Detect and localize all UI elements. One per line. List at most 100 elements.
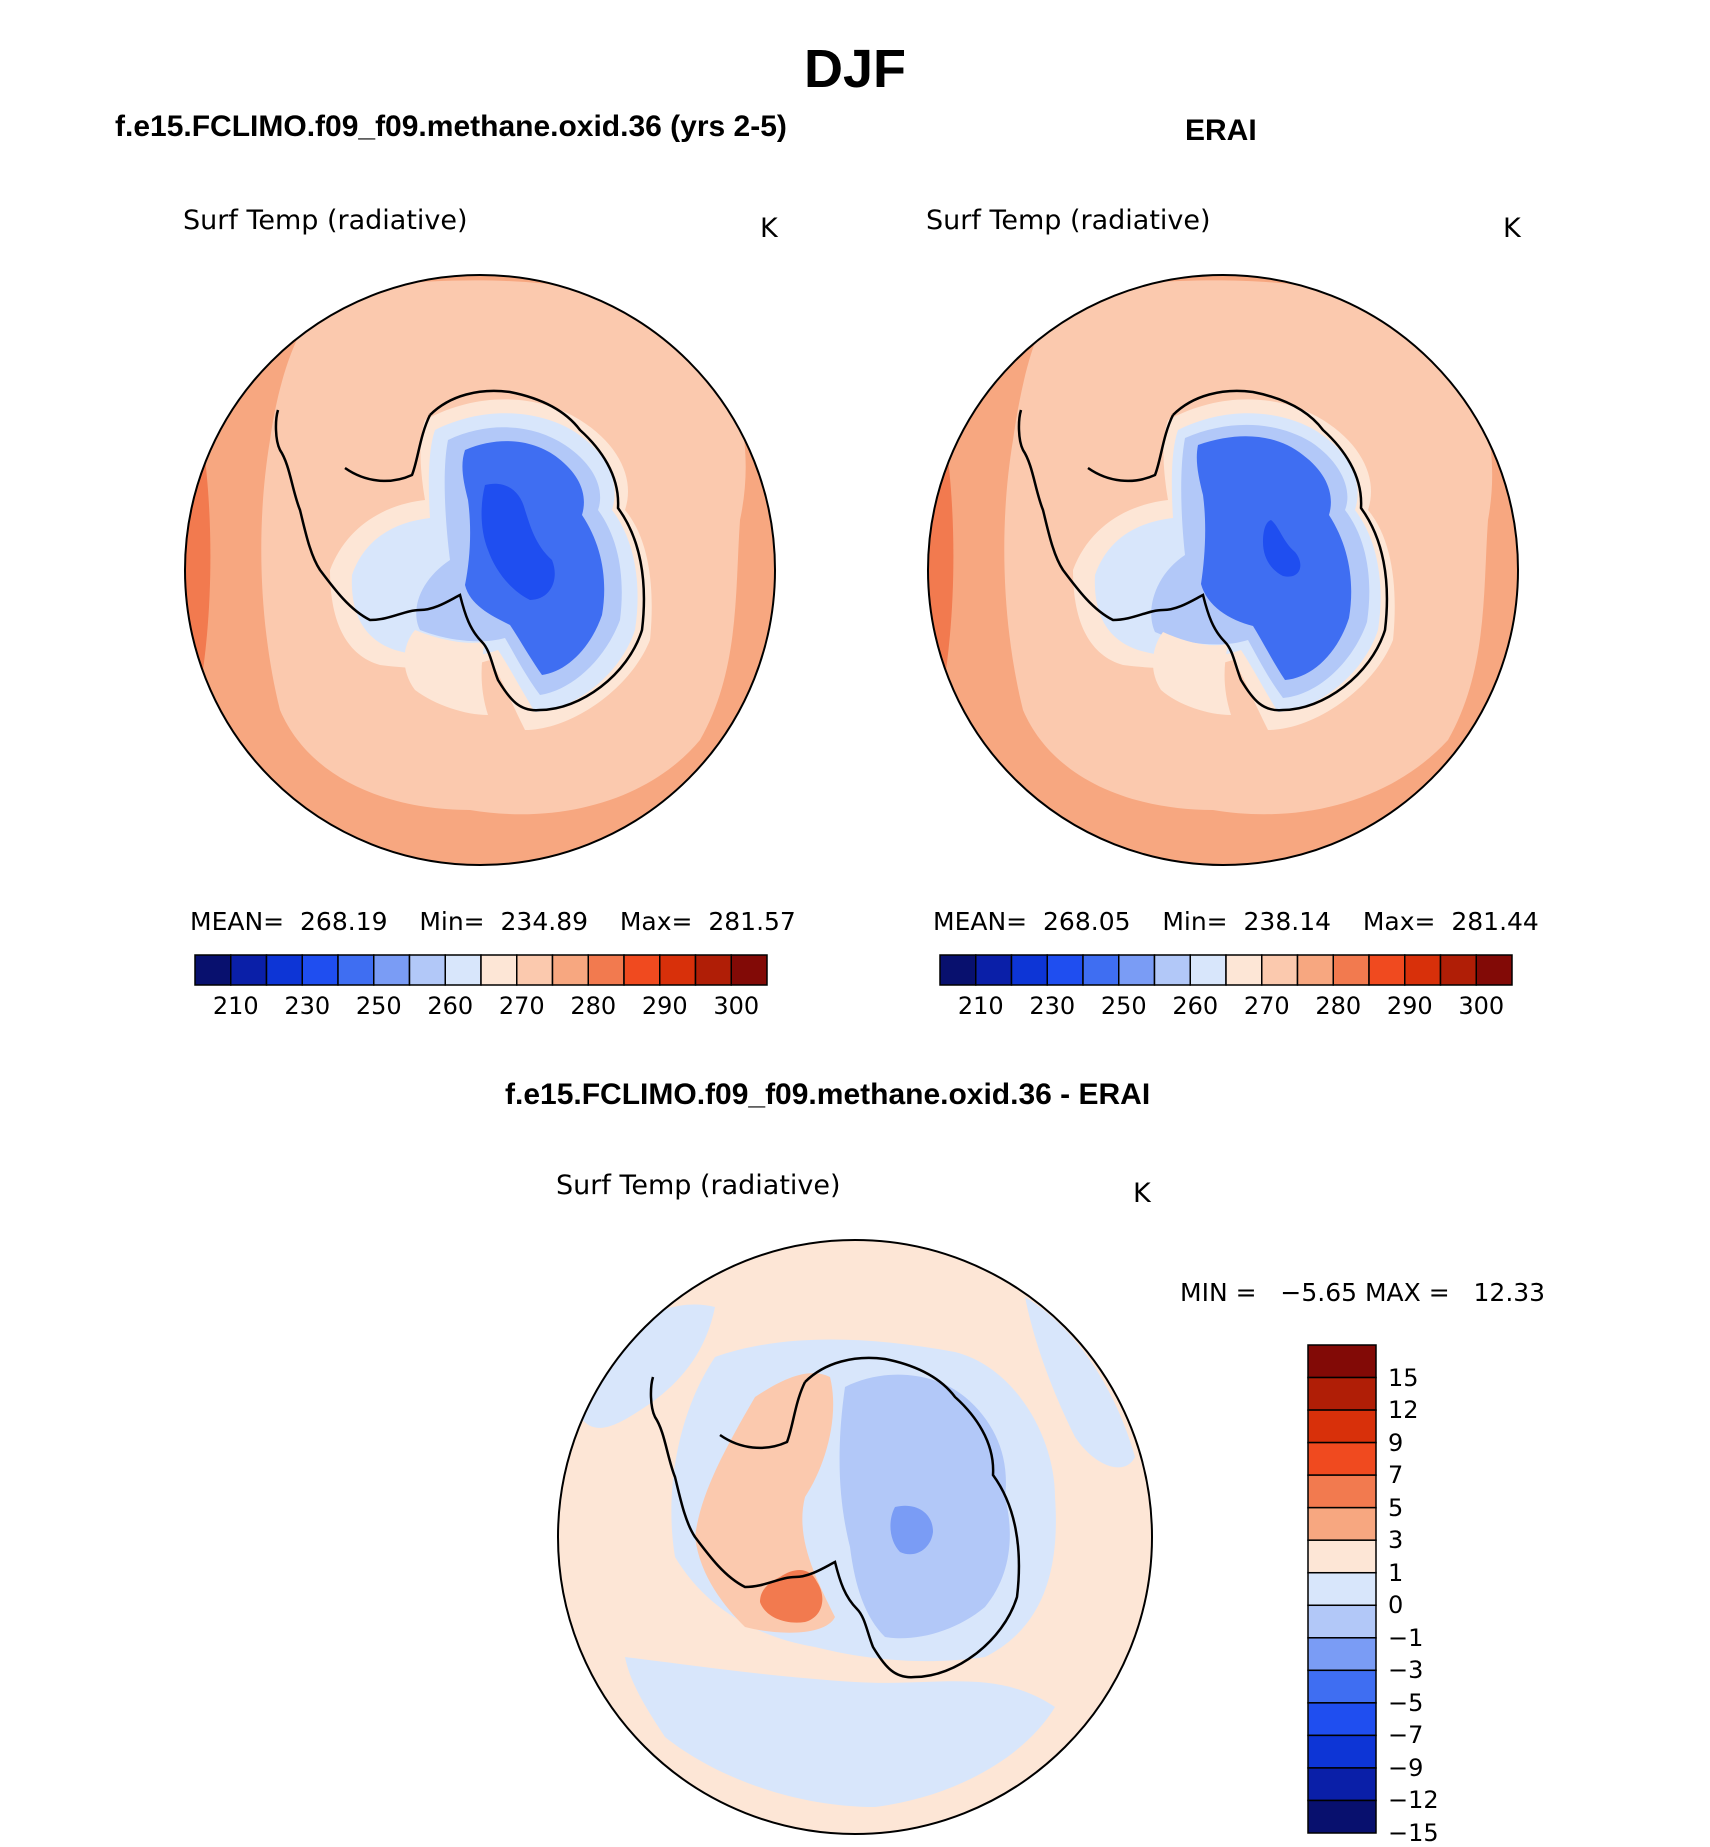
diff-polar-map [557, 1239, 1153, 1835]
colorbar-swatch [1307, 1571, 1377, 1607]
colorbar-swatch [1307, 1799, 1377, 1834]
diff-neg-region [839, 1374, 1010, 1639]
colorbar-swatch [1307, 1376, 1377, 1411]
colorbar-tick-label: −12 [1388, 1786, 1439, 1815]
colorbar-tick-label: −9 [1388, 1753, 1424, 1782]
colorbar-swatch [1307, 1506, 1377, 1541]
diff-colorbar [1307, 1344, 1377, 1834]
obs-colorbar [939, 954, 1513, 986]
colorbar-tick-label: −1 [1388, 1623, 1424, 1652]
colorbar-swatch [623, 954, 661, 986]
obs-max-value: 281.44 [1451, 907, 1539, 936]
model-max-label: Max= [619, 907, 693, 936]
colorbar-swatch [1118, 954, 1156, 986]
colorbar-tick-label: 290 [1386, 992, 1433, 1020]
coastline-outline [274, 389, 646, 712]
colorbar-swatch [1307, 1474, 1377, 1509]
diff-stats: MIN = −5.65 MAX = 12.33 [1180, 1278, 1545, 1307]
colorbar-swatch [1296, 954, 1334, 986]
diff-warm-region [695, 1373, 835, 1633]
colorbar-swatch [301, 954, 339, 986]
map-boundary-circle [927, 274, 1519, 866]
colorbar-swatch [1225, 954, 1263, 986]
ice-core-region [481, 483, 555, 600]
model-mean-label: MEAN= [190, 907, 285, 936]
colorbar-swatch [1153, 954, 1191, 986]
colorbar-tick-label: 12 [1388, 1396, 1419, 1425]
colorbar-tick-label: 9 [1388, 1428, 1404, 1457]
colorbar-swatch [1261, 954, 1299, 986]
obs-min-value: 238.14 [1243, 907, 1332, 936]
colorbar-swatch [730, 954, 768, 986]
obs-colorbar-ticks: 210 230 250 260 270 280 290 300 [940, 992, 1512, 1024]
obs-polar-map [927, 274, 1519, 866]
map-boundary-circle [557, 1239, 1153, 1835]
model-field-label: Surf Temp (radiative) [183, 205, 468, 236]
colorbar-swatch [480, 954, 518, 986]
diff-cool-region [625, 1657, 1055, 1807]
colorbar-tick-label: 7 [1388, 1461, 1404, 1490]
diff-panel-heading: f.e15.FCLIMO.f09_f09.methane.oxid.36 - E… [505, 1078, 1151, 1111]
colorbar-tick-label: 260 [1172, 992, 1219, 1020]
obs-units: K [1503, 213, 1521, 244]
colorbar-swatch [444, 954, 482, 986]
colorbar-swatch [1307, 1409, 1377, 1444]
colorbar-tick-label: 260 [427, 992, 474, 1020]
colorbar-tick-label: −15 [1388, 1819, 1439, 1847]
colorbar-swatch [1307, 1441, 1377, 1476]
obs-mean-value: 268.05 [1043, 907, 1131, 936]
colorbar-tick-label: 3 [1388, 1526, 1404, 1555]
colorbar-swatch [939, 954, 977, 986]
colorbar-tick-label: 210 [212, 992, 259, 1020]
colorbar-swatch [1307, 1734, 1377, 1769]
diff-neg2-region [890, 1505, 933, 1555]
colorbar-swatch [551, 954, 589, 986]
colorbar-tick-label: −7 [1388, 1721, 1424, 1750]
figure-title: DJF [803, 39, 906, 99]
diff-units: K [1133, 1178, 1151, 1209]
model-polar-map [184, 274, 776, 866]
model-mean-value: 268.19 [300, 907, 388, 936]
colorbar-tick-label: 270 [498, 992, 545, 1020]
colorbar-tick-label: 230 [1029, 992, 1076, 1020]
model-colorbar-ticks: 210 230 250 260 270 280 290 300 [195, 992, 767, 1024]
colorbar-tick-label: 210 [957, 992, 1004, 1020]
colorbar-tick-label: 250 [355, 992, 402, 1020]
colorbar-tick-label: 0 [1388, 1591, 1404, 1620]
colorbar-swatch [1189, 954, 1227, 986]
obs-max-label: Max= [1362, 907, 1436, 936]
colorbar-swatch [194, 954, 232, 986]
ice-shelf-region [404, 630, 488, 715]
obs-field-label: Surf Temp (radiative) [926, 205, 1211, 236]
colorbar-tick-label: 280 [1315, 992, 1362, 1020]
colorbar-tick-label: 5 [1388, 1493, 1404, 1522]
model-units: K [760, 213, 778, 244]
colorbar-swatch [516, 954, 554, 986]
obs-stats: MEAN= 268.05 Min= 238.14 Max= 281.44 [933, 907, 1539, 936]
diff-field-label: Surf Temp (radiative) [556, 1170, 841, 1201]
colorbar-tick-label: 1 [1388, 1558, 1404, 1587]
diff-min-label: MIN = [1180, 1278, 1257, 1307]
map-boundary-circle [184, 274, 776, 866]
colorbar-swatch [1046, 954, 1084, 986]
colorbar-swatch [1332, 954, 1370, 986]
model-min-label: Min= [419, 907, 485, 936]
colorbar-swatch [265, 954, 303, 986]
colorbar-swatch [1307, 1702, 1377, 1737]
colorbar-swatch [1307, 1669, 1377, 1704]
colorbar-tick-label: 300 [1458, 992, 1505, 1020]
colorbar-swatch [1404, 954, 1442, 986]
model-stats: MEAN= 268.19 Min= 234.89 Max= 281.57 [190, 907, 796, 936]
colorbar-tick-label: 270 [1243, 992, 1290, 1020]
colorbar-swatch [1010, 954, 1048, 986]
model-max-value: 281.57 [708, 907, 796, 936]
colorbar-tick-label: −3 [1388, 1656, 1424, 1685]
colorbar-tick-label: 300 [713, 992, 760, 1020]
model-panel-heading: f.e15.FCLIMO.f09_f09.methane.oxid.36 (yr… [115, 110, 787, 143]
colorbar-swatch [694, 954, 732, 986]
obs-mean-label: MEAN= [933, 907, 1028, 936]
coastline-outline [1017, 389, 1389, 712]
diff-cool-region [580, 1304, 715, 1428]
colorbar-swatch [230, 954, 268, 986]
colorbar-tick-label: 290 [641, 992, 688, 1020]
